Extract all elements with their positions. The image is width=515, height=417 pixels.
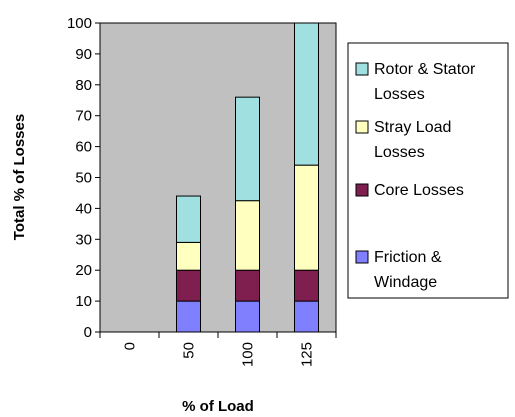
bar-segment xyxy=(176,269,201,302)
y-axis-ticks: 0 10 20 30 40 50 60 70 80 90 100 xyxy=(67,15,100,341)
legend-swatch xyxy=(355,183,369,197)
bars xyxy=(176,22,319,333)
y-tick-label: 60 xyxy=(75,139,92,156)
y-tick-label: 70 xyxy=(75,108,92,125)
bar-segment xyxy=(294,300,319,333)
x-tick-label: 50 xyxy=(181,342,198,359)
legend-label: Core Losses xyxy=(374,182,464,199)
legend-label: Friction & xyxy=(374,249,442,266)
x-tick-label: 100 xyxy=(240,342,257,367)
legend-label: Rotor & Stator xyxy=(374,61,476,78)
legend-label: Windage xyxy=(374,274,437,291)
y-tick-label: 10 xyxy=(75,293,92,310)
y-tick-label: 30 xyxy=(75,231,92,248)
legend-swatch xyxy=(355,250,369,264)
legend-label: Losses xyxy=(374,86,425,103)
x-axis-ticks: 0 50 100 125 xyxy=(99,332,337,367)
y-tick-label: 50 xyxy=(75,170,92,187)
y-tick-label: 40 xyxy=(75,200,92,217)
y-tick-label: 0 xyxy=(84,324,92,341)
y-axis-title: Total % of Losses xyxy=(11,114,28,240)
legend-label: Stray Load xyxy=(374,119,451,136)
bar-segment xyxy=(294,22,319,166)
legend-swatch xyxy=(355,120,369,134)
bar-segment xyxy=(235,96,260,202)
x-axis-title: % of Load xyxy=(182,398,254,415)
x-tick-label: 0 xyxy=(122,342,139,350)
bar-segment xyxy=(176,241,201,271)
x-tick-label: 125 xyxy=(299,342,316,367)
bar-segment xyxy=(235,200,260,271)
bar-segment xyxy=(294,164,319,271)
legend-label: Losses xyxy=(374,144,425,161)
legend: Rotor & Stator Losses Stray Load Losses Core… xyxy=(347,42,509,299)
y-tick-label: 90 xyxy=(75,46,92,63)
y-tick-label: 80 xyxy=(75,77,92,94)
legend-swatch xyxy=(355,62,369,76)
y-tick-label: 20 xyxy=(75,262,92,279)
legend-box xyxy=(347,42,509,299)
bar-segment xyxy=(235,269,260,302)
y-tick-label: 100 xyxy=(67,15,92,32)
bar-segment xyxy=(294,269,319,302)
bar-segment xyxy=(176,300,201,333)
bar-segment xyxy=(235,300,260,333)
bar-segment xyxy=(176,195,201,243)
